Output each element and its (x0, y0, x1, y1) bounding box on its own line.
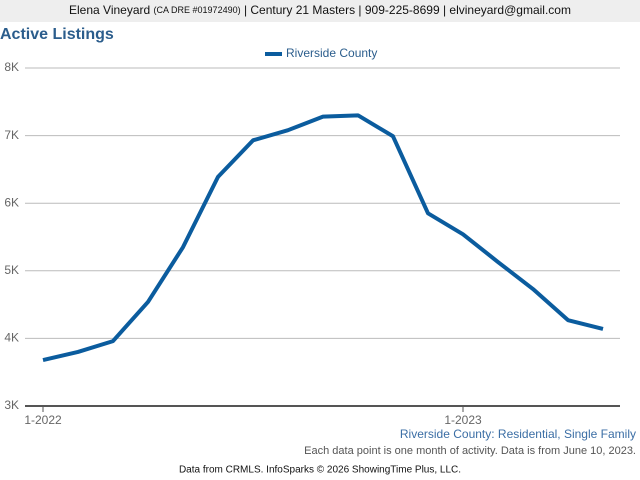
header-license: (CA DRE #01972490) (154, 5, 241, 15)
data-line (42, 113, 604, 362)
note: Each data point is one month of activity… (304, 445, 636, 457)
header-name: Elena Vineyard (69, 3, 150, 17)
y-tick-label: 5K (4, 263, 19, 277)
footer: Data from CRMLS. InfoSparks © 2026 Showi… (179, 465, 461, 476)
y-tick-label: 4K (4, 331, 19, 345)
header: Elena Vineyard (CA DRE #01972490) | Cent… (69, 3, 571, 17)
header-details: | Century 21 Masters | 909-225-8699 | el… (244, 3, 571, 17)
y-tick-label: 3K (4, 398, 19, 412)
y-tick-label: 8K (4, 60, 19, 74)
x-tick-label: 1-2023 (444, 413, 482, 427)
legend-label: Riverside County (286, 46, 377, 60)
y-tick-label: 7K (4, 128, 19, 142)
y-tick-label: 6K (4, 195, 19, 209)
subtitle: Riverside County: Residential, Single Fa… (400, 427, 636, 441)
chart-title: Active Listings (0, 26, 114, 43)
x-tick-label: 1-2022 (24, 413, 62, 427)
header-bar (0, 0, 640, 22)
